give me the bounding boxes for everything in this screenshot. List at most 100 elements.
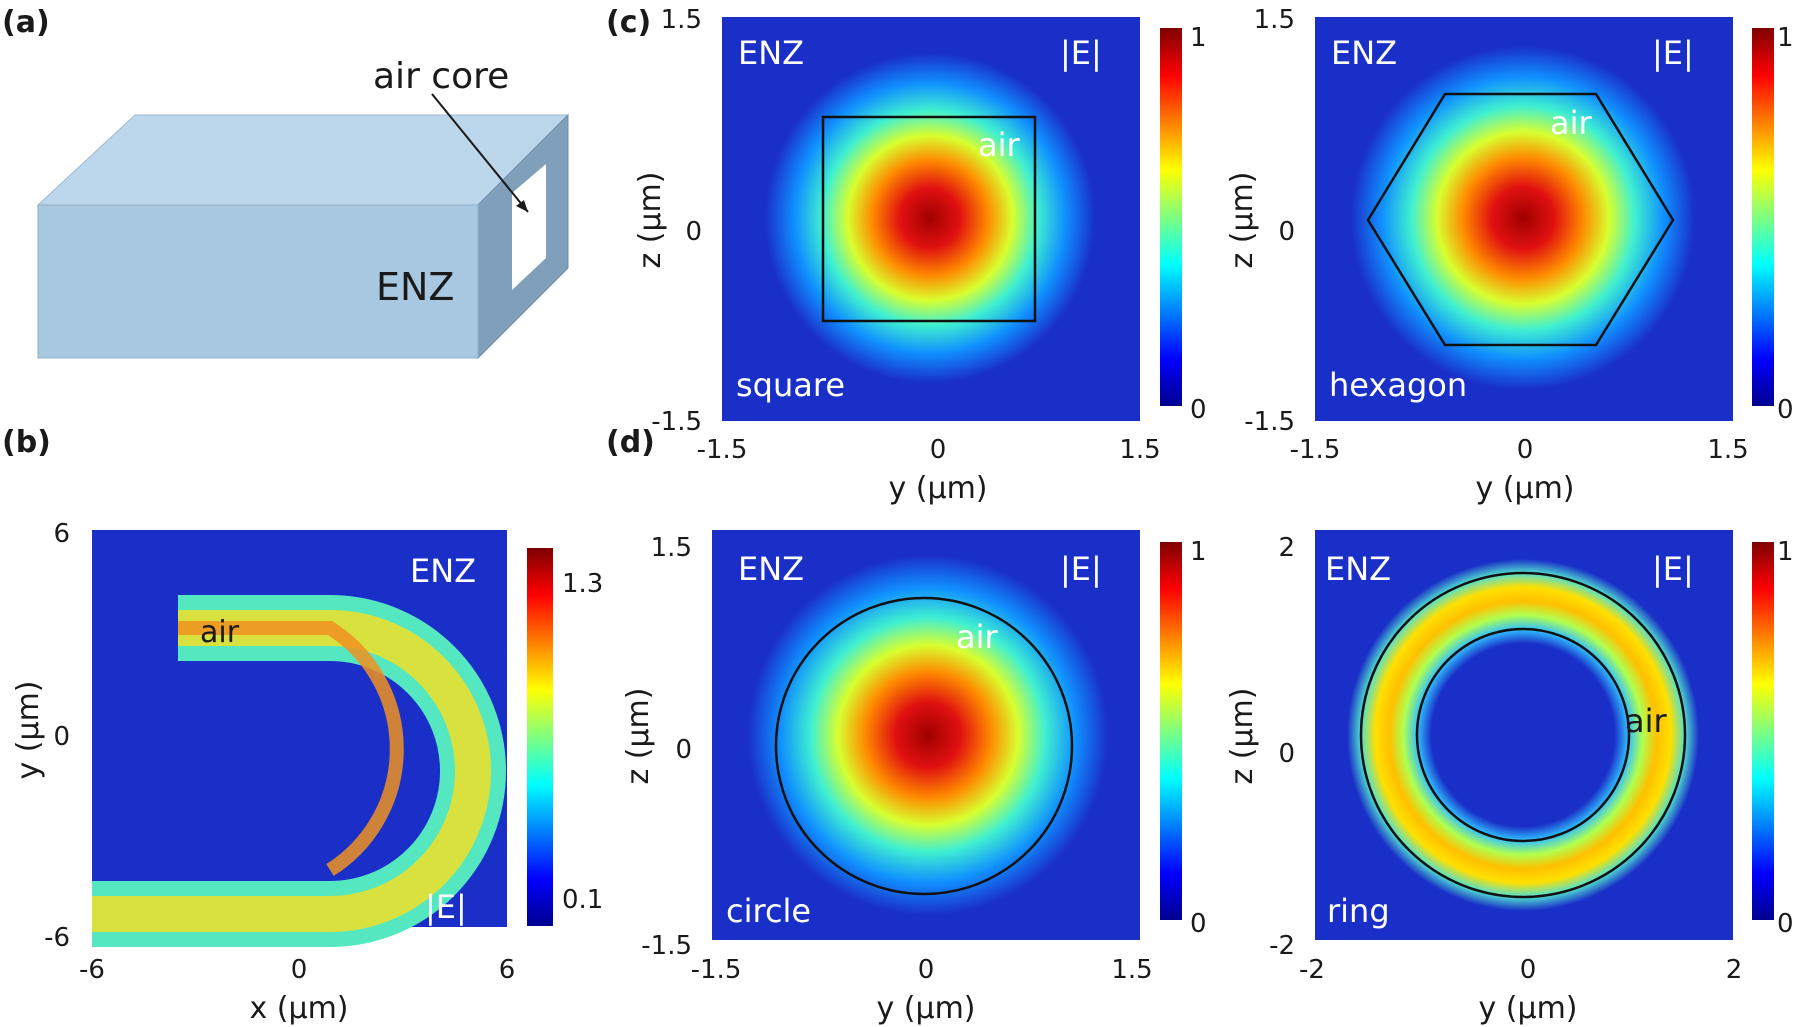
panel-d-circle: ENZ |E| air circle 1 0 1.5 0 -1.5 -1.5 0…: [621, 530, 1207, 1026]
air-label-square: air: [978, 126, 1021, 164]
field-label-square: |E|: [1060, 34, 1102, 72]
colorbar-b-tick-min: 0.1: [562, 885, 603, 915]
xlabel-circle: y (µm): [876, 991, 975, 1026]
xtick-hexagon-mid: 0: [1517, 435, 1534, 465]
panel-c-hexagon: ENZ |E| air hexagon 1 0 1.5 0 -1.5 -1.5 …: [1225, 5, 1794, 506]
ring-inner-outline: [1415, 627, 1631, 843]
field-label-circle: |E|: [1060, 550, 1102, 588]
air-core-opening: [512, 164, 546, 290]
shape-label-circle: circle: [726, 892, 811, 930]
ytick-hexagon-mid: 0: [1278, 217, 1295, 247]
xtick-square-mid: 0: [930, 435, 947, 465]
colorbar-hexagon-min: 0: [1777, 395, 1794, 425]
xtick-circle-mid: 0: [918, 955, 935, 985]
colorbar-square-min: 0: [1190, 395, 1207, 425]
shape-label-ring: ring: [1327, 892, 1390, 930]
panel-b: air ENZ |E| 1.3 0.1 6 0 -6 -6 0 6 x (µm)…: [11, 519, 603, 1026]
square-mode-field: [765, 53, 1095, 383]
enz-label-a: ENZ: [376, 265, 454, 309]
u-bend-guide-core: [92, 610, 491, 932]
air-core-arrow: [431, 93, 529, 213]
colorbar-hexagon-max: 1: [1777, 23, 1794, 53]
panel-c-square: ENZ |E| air square 1 0 1.5 0 -1.5 -1.5 0…: [633, 5, 1207, 506]
ylabel-hexagon: z (µm): [1225, 171, 1260, 268]
enz-label-ring: ENZ: [1325, 550, 1391, 588]
ytick-ring-mid: 0: [1278, 739, 1295, 769]
block-front-face: [37, 204, 479, 359]
ring-outer-outline: [1359, 571, 1687, 899]
ytick-square-top: 1.5: [661, 5, 702, 35]
ytick-hexagon-bottom: -1.5: [1244, 407, 1295, 437]
xtick-square-right: 1.5: [1119, 435, 1160, 465]
ytick-circle-bottom: -1.5: [641, 931, 692, 961]
ytick-circle-top: 1.5: [651, 533, 692, 563]
colorbar-circle-min: 0: [1190, 909, 1207, 939]
block-top-face: [36, 114, 570, 206]
ylabel-ring: z (µm): [1225, 687, 1260, 784]
colorbar-square: [1160, 28, 1182, 406]
xtick-square-left: -1.5: [697, 435, 748, 465]
ytick-ring-top: 2: [1278, 533, 1295, 563]
field-label-ring: |E|: [1652, 550, 1694, 588]
xlabel-b: x (µm): [249, 991, 348, 1026]
air-label-circle: air: [956, 618, 999, 656]
ring-mode-field: [1347, 559, 1699, 911]
colorbar-circle: [1160, 542, 1182, 920]
colorbar-hexagon: [1752, 28, 1774, 406]
shape-label-square: square: [736, 366, 845, 404]
xtick-b-left: -6: [79, 955, 105, 985]
xlabel-square: y (µm): [888, 471, 987, 506]
square-core-outline: [821, 115, 1037, 323]
enz-label-square: ENZ: [738, 34, 804, 72]
colorbar-ring-min: 0: [1777, 909, 1794, 939]
shape-label-hexagon: hexagon: [1329, 366, 1467, 404]
panel-a-block: air core ENZ: [36, 56, 570, 360]
hexagon-mode-field: [1351, 46, 1695, 390]
air-core-arrowhead: [516, 200, 528, 212]
enz-label-hexagon: ENZ: [1331, 34, 1397, 72]
panel-label-d: (d): [606, 425, 655, 460]
panel-d-ring: ENZ |E| air ring 1 0 2 0 -2 -2 0 2 y (µm…: [1225, 530, 1794, 1026]
ytick-b-top: 6: [53, 519, 70, 549]
xtick-b-mid: 0: [291, 955, 308, 985]
enz-label-circle: ENZ: [738, 550, 804, 588]
air-core-label: air core: [373, 56, 509, 97]
colorbar-ring-max: 1: [1777, 537, 1794, 567]
hexagon-core-outline: [1366, 92, 1675, 347]
xtick-ring-left: -2: [1299, 955, 1325, 985]
ytick-ring-bottom: -2: [1269, 931, 1295, 961]
xlabel-ring: y (µm): [1478, 991, 1577, 1026]
xtick-circle-left: -1.5: [691, 955, 742, 985]
xtick-ring-mid: 0: [1520, 955, 1537, 985]
u-bend-guide-peak: [178, 621, 404, 876]
ylabel-circle: z (µm): [621, 687, 656, 784]
xtick-hexagon-right: 1.5: [1707, 435, 1748, 465]
panel-label-c: (c): [606, 5, 651, 40]
air-label-b: air: [200, 615, 240, 650]
xtick-hexagon-left: -1.5: [1290, 435, 1341, 465]
xtick-b-right: 6: [499, 955, 516, 985]
enz-label-b: ENZ: [410, 552, 476, 590]
field-label-hexagon: |E|: [1652, 34, 1694, 72]
colorbar-circle-max: 1: [1190, 537, 1207, 567]
ytick-square-bottom: -1.5: [651, 407, 702, 437]
colorbar-b-tick-max: 1.3: [562, 569, 603, 599]
xlabel-hexagon: y (µm): [1475, 471, 1574, 506]
field-label-b: |E|: [425, 888, 467, 926]
colorbar-b: [527, 548, 553, 926]
ylabel-b: y (µm): [11, 680, 46, 779]
ytick-b-mid: 0: [53, 722, 70, 752]
ytick-square-mid: 0: [685, 217, 702, 247]
air-label-ring: air: [1625, 702, 1668, 740]
panel-label-b: (b): [2, 425, 51, 460]
ytick-b-bottom: -6: [44, 923, 70, 953]
xtick-circle-right: 1.5: [1111, 955, 1152, 985]
circle-core-outline: [774, 596, 1074, 896]
ylabel-square: z (µm): [633, 171, 668, 268]
panel-label-a: (a): [2, 5, 50, 40]
circle-mode-field: [748, 555, 1108, 915]
air-label-hexagon: air: [1550, 104, 1593, 142]
ytick-circle-mid: 0: [675, 735, 692, 765]
xtick-ring-right: 2: [1726, 955, 1743, 985]
